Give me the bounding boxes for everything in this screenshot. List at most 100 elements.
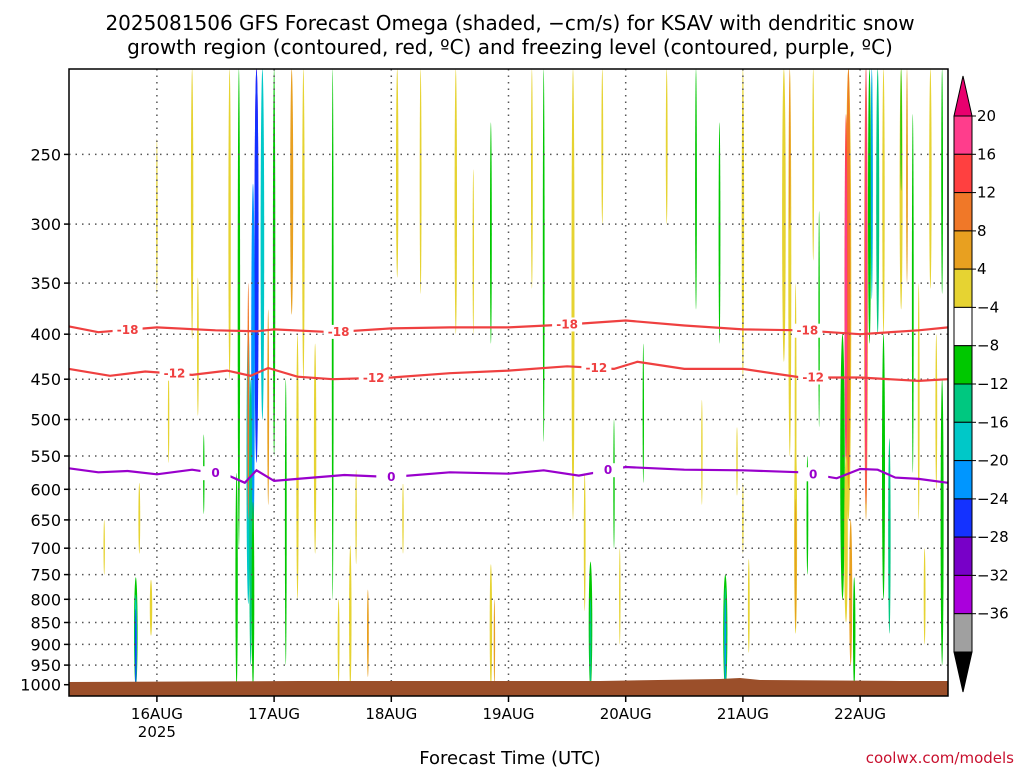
omega-shade-6 [260,69,265,420]
omega-shade-99 [935,334,938,490]
x-tick-label-20AUG: 20AUG [600,705,652,723]
omega-shade-16 [296,334,299,600]
y-tick-label-800: 800 [30,590,61,609]
contour-label-1-3: -12 [802,371,824,385]
omega-shade-55 [741,69,745,380]
omega-shade-60 [747,559,750,653]
contour-label-1-1: -12 [363,371,385,385]
contour-label-bg-0-0 [112,322,143,337]
colorbar-swatch-8 [953,421,973,462]
y-tick-label-400: 400 [30,325,61,344]
omega-shade-54 [718,122,721,344]
colorbar-label-0: 20 [977,107,996,125]
omega-shade-91 [882,334,885,600]
colorbar-swatch-4 [953,268,973,308]
omega-shade-86 [871,69,873,261]
omega-shade-21 [138,482,141,554]
contour-label-0-1: -18 [328,325,350,339]
omega-shade-31 [367,589,369,677]
contour-label-bg-2-1 [376,470,407,484]
omega-shade-38 [490,122,492,344]
omega-shade-62 [736,427,738,496]
omega-shade-29 [313,343,317,554]
colorbar: 20 16 12 8 4 −4 −8 −12 −16 −20 −24 −28 −32 −36 [953,75,1009,693]
omega-shade-40 [489,564,493,688]
omega-shade-78 [844,456,848,623]
omega-shade-1 [254,69,259,463]
colorbar-label-6: −8 [977,337,999,355]
y-tick-label-300: 300 [30,215,61,234]
omega-shade-70 [818,211,820,428]
colorbar-swatch-5 [953,306,973,347]
omega-shade-42 [542,69,545,442]
y-tick-label-1000: 1000 [20,676,61,695]
colorbar-swatch-13 [953,613,973,653]
omega-shade-83 [865,69,867,490]
colorbar-label-4: 4 [977,260,987,278]
omega-shade-20 [149,579,153,636]
omega-shade-69 [806,456,809,575]
omega-shade-79 [849,519,853,666]
chart-title-line-1: 2025081506 GFS Forecast Omega (shaded, −… [105,11,914,35]
x-tick-label-21AUG: 21AUG [717,705,769,723]
contour-label-2-1: 0 [387,470,395,484]
x-tick-label-18AUG: 18AUG [365,705,417,723]
colorbar-label-13: −36 [977,605,1009,623]
colorbar-label-11: −28 [977,528,1009,546]
omega-shade-100 [923,548,926,645]
y-tick-label-700: 700 [30,539,61,558]
omega-shade-80 [853,577,856,687]
credit-link[interactable]: coolwx.com/models [866,749,1014,767]
omega-shade-65 [789,69,791,231]
omega-shade-12 [228,69,231,380]
x-tick-label-19AUG: 19AUG [483,705,535,723]
omega-shade-92 [888,438,891,634]
omega-shade-45 [589,597,592,688]
omega-shade-35 [419,68,422,294]
omega-shade-9 [235,473,238,688]
omega-shade-41 [493,599,496,685]
contour-line-1 [68,360,949,383]
contour-label-bg-0-1 [323,324,354,339]
colorbar-swatch-7 [953,383,973,423]
omega-shade-77 [840,334,845,600]
omega-shade-27 [156,138,158,294]
omega-shade-4 [249,379,253,665]
omega-shade-32 [337,599,340,685]
omega-shade-5 [251,501,255,688]
omega-shade-48 [571,69,575,520]
omega-shade-71 [812,69,815,261]
contour-label-bg-2-2 [593,463,624,478]
colorbar-label-2: 12 [977,184,996,202]
omega-shade-33 [355,469,357,565]
y-tick-label-850: 850 [30,614,61,633]
omega-shade-11 [267,309,270,505]
y-tick-label-900: 900 [30,635,61,654]
contour-label-2-0: 0 [211,466,219,480]
omega-shade-93 [900,68,902,191]
colorbar-swatch-1 [953,153,973,194]
colorbar-bottom-arrow [953,651,973,693]
contour-line-2 [68,465,949,485]
omega-shade-87 [876,69,880,335]
omega-shade-39 [472,169,474,335]
omega-shade-96 [929,69,932,289]
y-tick-label-250: 250 [30,145,61,164]
omega-shade-2 [251,183,255,543]
omega-shade-98 [940,379,944,665]
y-tick-label-650: 650 [30,511,61,530]
omega-shade-43 [531,69,533,289]
omega-shade-49 [601,69,604,225]
omega-shade-97 [941,68,943,294]
x-tick-sublabel-16AUG: 2025 [138,723,176,741]
colorbar-swatch-11 [953,536,973,576]
contour-label-bg-1-0 [159,366,190,381]
colorbar-label-9: −20 [977,452,1009,470]
omega-shade-47 [619,548,621,645]
omega-shade-36 [402,482,404,554]
omega-shade-7 [272,69,276,456]
contour-label-1-2: -12 [586,361,608,375]
colorbar-label-1: 16 [977,145,996,163]
omega-shade-19 [135,608,137,689]
colorbar-swatch-0 [953,115,973,155]
